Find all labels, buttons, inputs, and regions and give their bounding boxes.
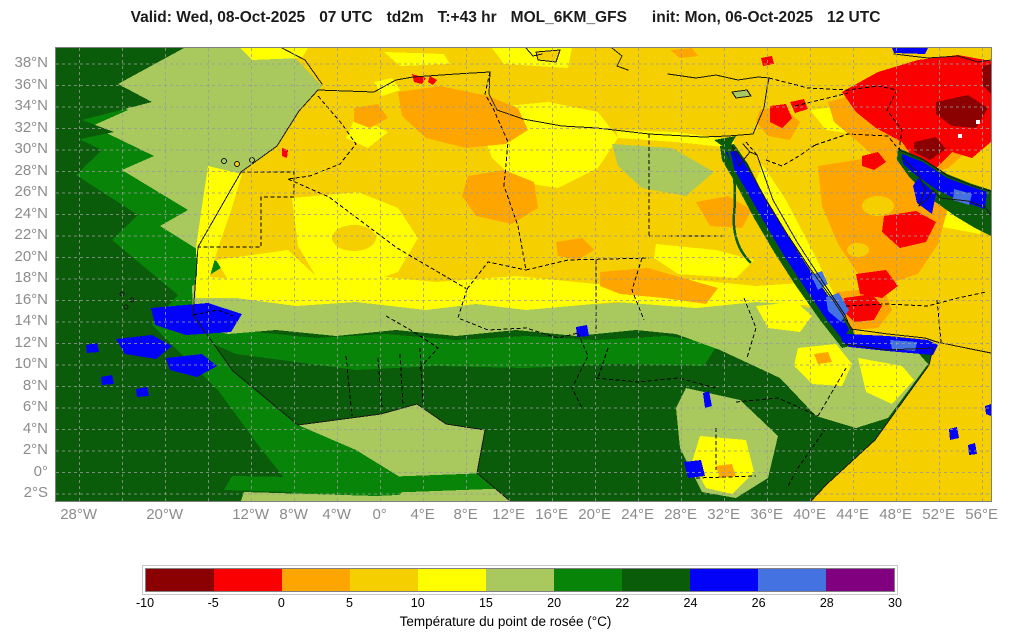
title-part: T:+43 hr	[437, 9, 497, 26]
colorbar	[142, 565, 898, 595]
colorbar-segment	[350, 569, 418, 591]
title-part: td2m	[386, 9, 424, 26]
title: Valid: Wed, 08-Oct-2025 07 UTC td2m T:+43 h…	[0, 9, 1011, 27]
lat-tick-label: 16°N	[14, 290, 48, 308]
lat-tick-label: 2°S	[23, 484, 48, 502]
lat-tick-label: 0°	[33, 462, 48, 480]
colorbar-tick-label: 0	[277, 596, 285, 610]
lon-tick-label: 52°E	[922, 506, 955, 523]
lat-tick-label: 38°N	[14, 54, 48, 72]
lon-tick-label: 28°W	[60, 506, 98, 523]
lon-tick-label: 12°W	[232, 506, 270, 523]
colorbar-tick-label: 15	[478, 596, 493, 610]
lon-tick-label: 4°E	[410, 506, 435, 523]
lat-tick-label: 30°N	[14, 140, 48, 158]
colorbar-tick-label: 26	[751, 596, 766, 610]
lon-tick-label: 32°E	[707, 506, 740, 523]
map-frame	[55, 47, 992, 502]
colorbar-segment	[758, 569, 826, 591]
colorbar-tick-label: 28	[819, 596, 834, 610]
lat-tick-label: 18°N	[14, 269, 48, 287]
lat-tick-label: 36°N	[14, 75, 48, 93]
colorbar-caption: Température du point de rosée (°C)	[399, 614, 612, 629]
title-part: Valid: Wed, 08-Oct-2025	[130, 9, 306, 26]
colorbar-tick-label: 10	[410, 596, 425, 610]
lon-tick-label: 40°E	[793, 506, 826, 523]
lon-tick-label: 20°E	[578, 506, 611, 523]
lat-tick-label: 4°N	[22, 419, 48, 437]
colorbar-tick-label: 5	[346, 596, 354, 610]
colorbar-tick-label: 20	[547, 596, 562, 610]
lat-tick-label: 2°N	[22, 441, 48, 459]
colorbar-segment	[146, 569, 214, 591]
lon-tick-label: 8°E	[453, 506, 478, 523]
colorbar-segment	[554, 569, 622, 591]
lon-tick-label: 12°E	[492, 506, 525, 523]
borders-layer	[192, 71, 987, 489]
lon-tick-label: 8°W	[279, 506, 308, 523]
dewpoint-map	[56, 48, 991, 501]
colorbar-segment	[418, 569, 486, 591]
lat-tick-label: 26°N	[14, 183, 48, 201]
colorbar-segment	[214, 569, 282, 591]
colorbar-segment	[486, 569, 554, 591]
lat-tick-label: 8°N	[22, 376, 48, 394]
title-part: init: Mon, 06-Oct-2025	[651, 9, 813, 26]
title-part: MOL_6KM_GFS	[510, 9, 627, 26]
lon-tick-label: 36°E	[750, 506, 783, 523]
red-patches-layer	[282, 55, 991, 322]
lon-tick-label: 56°E	[965, 506, 998, 523]
title-part: 07 UTC	[319, 9, 373, 26]
colorbar-tick-label: 22	[615, 596, 630, 610]
lat-tick-label: 14°N	[14, 312, 48, 330]
lat-tick-label: 12°N	[14, 333, 48, 351]
colorbar-tick-label: -10	[135, 596, 155, 610]
lon-tick-label: 28°E	[664, 506, 697, 523]
lon-tick-label: 4°W	[322, 506, 351, 523]
colorbar-tick-label: 30	[888, 596, 902, 610]
colorbar-segment	[622, 569, 690, 591]
lon-tick-label: 16°E	[535, 506, 568, 523]
lon-tick-label: 0°	[372, 506, 387, 523]
colorbar-tick-label: -5	[207, 596, 219, 610]
lat-tick-label: 10°N	[14, 355, 48, 373]
colorbar-segment	[282, 569, 350, 591]
lat-tick-label: 6°N	[22, 398, 48, 416]
lat-tick-label: 34°N	[14, 97, 48, 115]
lon-tick-label: 44°E	[836, 506, 869, 523]
lat-tick-label: 22°N	[14, 226, 48, 244]
lat-tick-label: 28°N	[14, 161, 48, 179]
title-part: 12 UTC	[826, 9, 881, 26]
lon-tick-label: 24°E	[621, 506, 654, 523]
colorbar-segment	[690, 569, 758, 591]
lat-tick-label: 32°N	[14, 118, 48, 136]
lat-tick-label: 20°N	[14, 247, 48, 265]
lon-tick-label: 20°W	[146, 506, 184, 523]
colorbar-tick-label: 24	[683, 596, 698, 610]
lon-tick-label: 48°E	[879, 506, 912, 523]
colorbar-segment	[826, 569, 894, 591]
lat-tick-label: 24°N	[14, 204, 48, 222]
